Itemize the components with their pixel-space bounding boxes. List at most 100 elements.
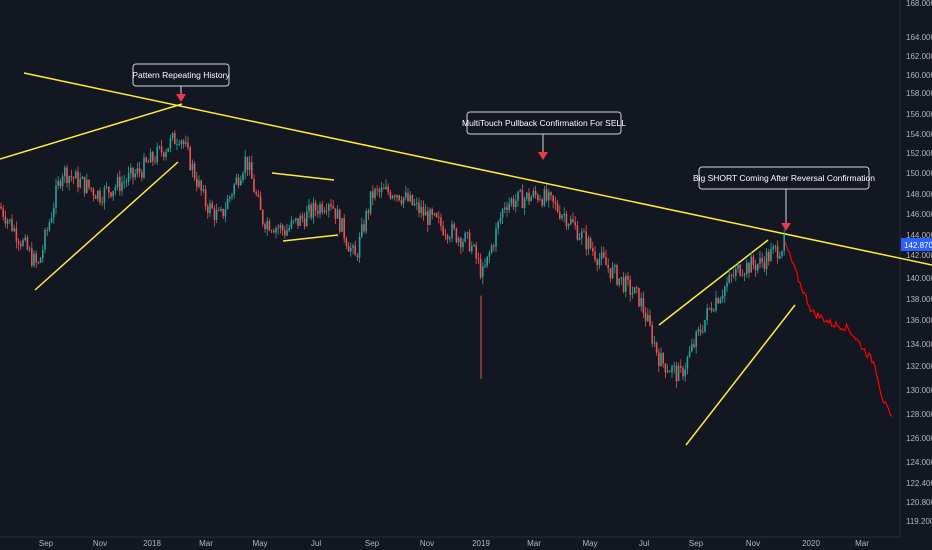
candle-body: [244, 156, 246, 174]
down-arrow-icon: [176, 94, 186, 102]
candle-body: [176, 143, 178, 145]
candle-body: [631, 293, 634, 295]
candle-body: [138, 168, 141, 173]
candle-body: [543, 189, 546, 206]
candle-body: [757, 264, 759, 271]
candle-body: [303, 218, 306, 227]
candle-body: [226, 198, 229, 210]
candle-body: [321, 204, 323, 213]
candle-body: [754, 265, 757, 271]
candle-body: [715, 298, 717, 311]
candle-body: [363, 224, 365, 232]
candle-body: [713, 310, 715, 312]
candle-body: [609, 268, 612, 278]
candle-body: [462, 241, 464, 248]
candle-body: [149, 152, 152, 163]
candle-body: [680, 365, 682, 368]
last-price-tag: [901, 238, 932, 251]
price-tick-label: 152.000: [906, 149, 932, 158]
candle-body: [655, 342, 658, 353]
candle-body: [420, 206, 422, 213]
candle-body: [684, 369, 686, 377]
candle-body: [336, 209, 339, 219]
candle-body: [42, 249, 44, 258]
candle-body: [752, 256, 755, 266]
candle-body: [636, 287, 638, 289]
candle-body: [726, 282, 728, 287]
candle-body: [508, 203, 510, 210]
candle-body: [136, 168, 139, 174]
candle-body: [614, 265, 616, 267]
candle-body: [499, 217, 502, 222]
candle-body: [653, 342, 656, 344]
candle-body: [110, 192, 112, 197]
candle-body: [15, 228, 18, 242]
price-tick-label: 146.000: [906, 210, 932, 219]
candle-body: [699, 329, 702, 333]
candle-body: [178, 143, 180, 145]
price-tick-label: 148.000: [906, 190, 932, 199]
candle-body: [592, 248, 594, 252]
candle-body: [255, 192, 257, 195]
candle-body: [46, 230, 48, 232]
candle-body: [66, 167, 68, 184]
candle-body: [248, 162, 251, 170]
candle-body: [328, 204, 330, 211]
candle-body: [728, 274, 730, 283]
candle-body: [440, 217, 442, 227]
candle-body: [83, 176, 86, 193]
candle-body: [204, 189, 207, 207]
candle-body: [264, 224, 266, 230]
candle-body: [394, 195, 396, 198]
candle-body: [748, 262, 750, 273]
candle-body: [488, 252, 491, 257]
candle-body: [486, 256, 488, 266]
candle-body: [356, 255, 359, 258]
candle-body: [545, 189, 548, 201]
candle-body: [510, 198, 513, 204]
candle-body: [105, 186, 108, 188]
candle-body: [781, 250, 783, 257]
candle-body: [341, 218, 343, 232]
candle-body: [541, 199, 543, 206]
candle-body: [691, 344, 693, 352]
candle-body: [391, 195, 394, 199]
candle-body: [552, 195, 554, 202]
price-tick-label: 126.000: [906, 434, 932, 443]
candle-body: [53, 207, 55, 218]
candle-body: [134, 173, 136, 178]
candle-body: [660, 353, 662, 367]
down-arrow-icon: [538, 152, 548, 160]
candle-body: [81, 176, 84, 179]
candle-body: [312, 202, 315, 218]
candle-body: [429, 209, 431, 225]
candle-body: [455, 228, 458, 243]
candle-body: [306, 211, 308, 227]
candle-body: [200, 180, 202, 191]
trendline: [34, 161, 179, 291]
candle-body: [270, 230, 273, 232]
candle-body: [24, 237, 26, 241]
price-tick-label: 164.000: [906, 33, 932, 42]
time-tick-label: Mar: [855, 539, 869, 548]
candle-body: [156, 147, 158, 163]
candle-body: [495, 228, 497, 247]
candle-body: [640, 298, 642, 307]
candle-body: [548, 192, 550, 201]
candle-body: [277, 227, 279, 229]
candle-body: [26, 237, 29, 250]
price-tick-label: 162.000: [906, 52, 932, 61]
time-tick-label: Nov: [746, 539, 760, 548]
candle-body: [708, 307, 711, 309]
candle-body: [44, 230, 46, 250]
candle-body: [330, 204, 332, 207]
candle-body: [229, 196, 231, 199]
candle-body: [512, 198, 515, 208]
candle-body: [570, 219, 572, 225]
candle-body: [187, 142, 189, 148]
price-tick-label: 130.000: [906, 386, 932, 395]
candle-body: [240, 179, 242, 186]
candle-body: [563, 213, 565, 216]
